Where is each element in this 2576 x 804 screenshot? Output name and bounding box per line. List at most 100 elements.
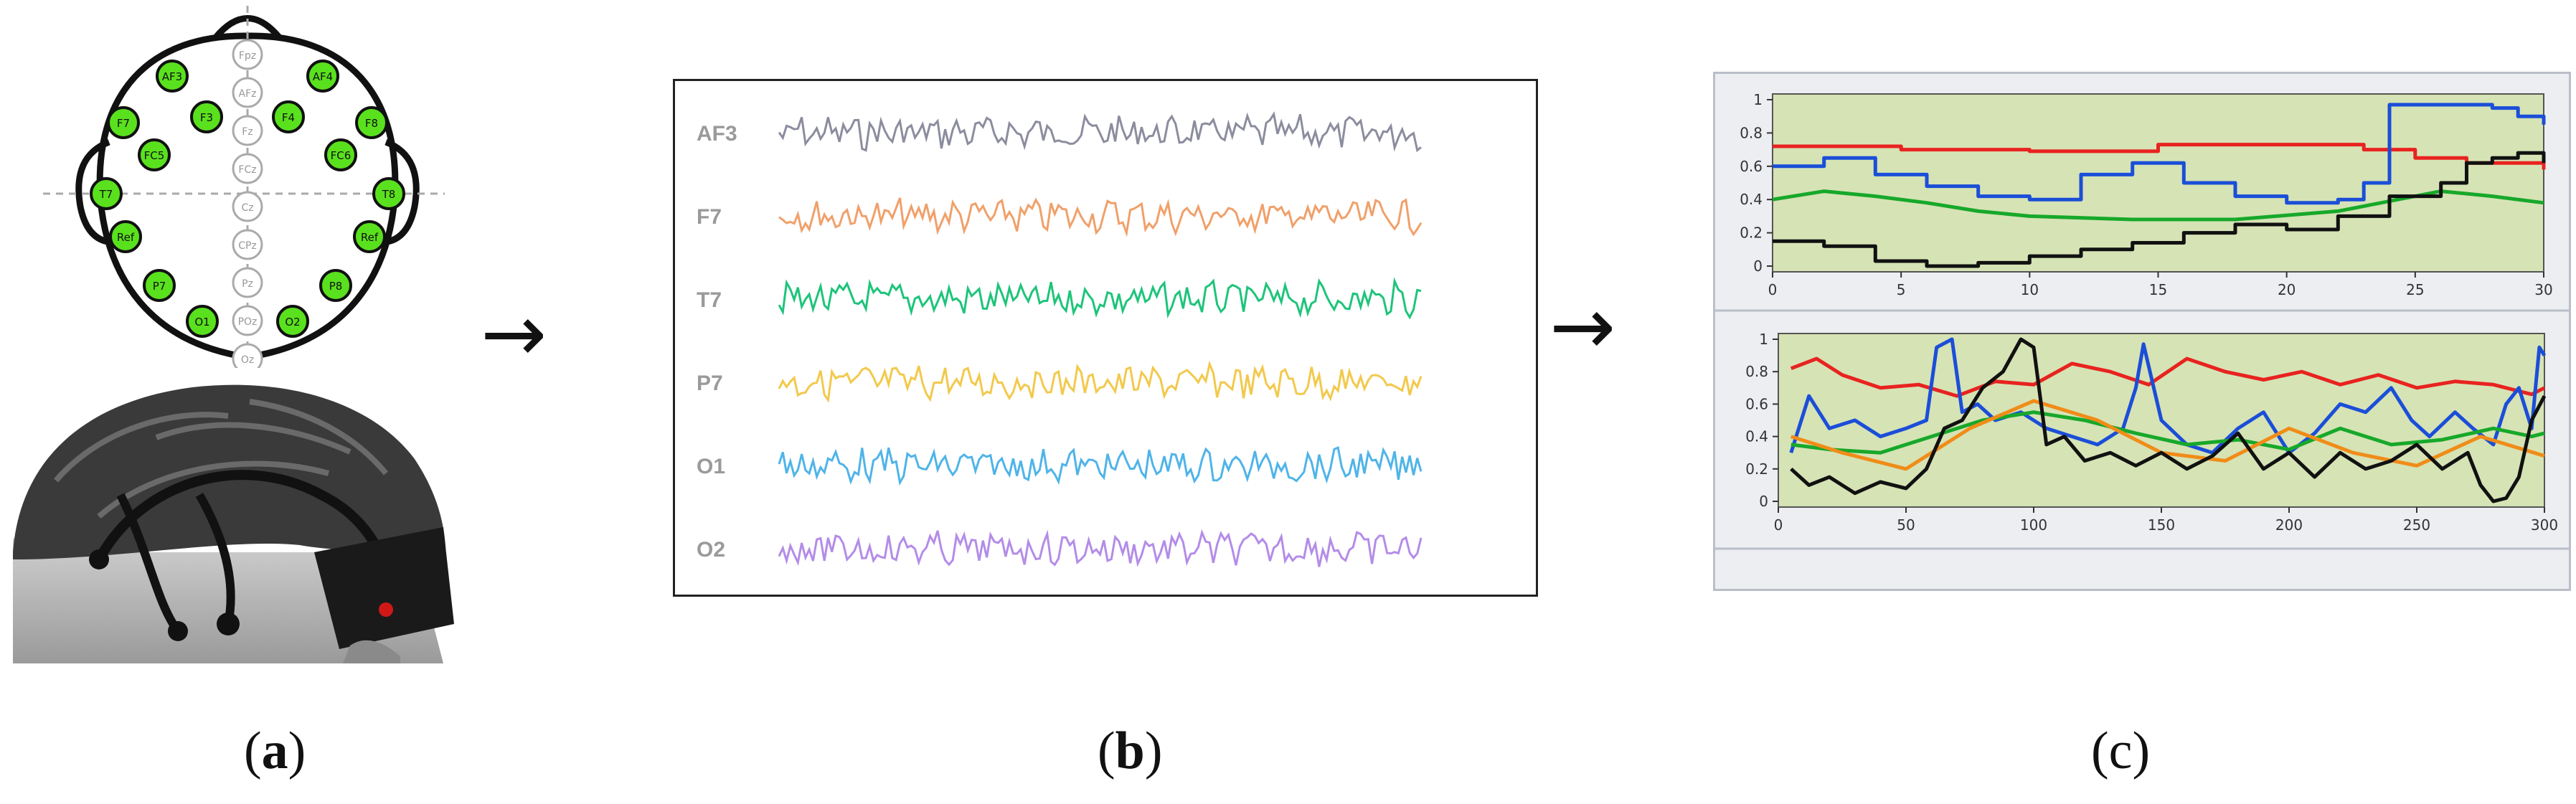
x-tick-label: 100: [2020, 516, 2047, 534]
electrode-cpz: [232, 229, 263, 260]
x-tick-label: 30: [2534, 281, 2552, 298]
electrode-label: F3: [200, 111, 213, 124]
y-tick-label: 0.2: [1740, 224, 1763, 242]
eeg-trace-t7: [778, 277, 1422, 320]
electrode-cz: [232, 191, 263, 222]
series-line: [1773, 151, 2546, 268]
electrode-f7: [107, 106, 140, 139]
electrode-label: CPz: [238, 240, 257, 252]
channel-label: AF3: [697, 122, 737, 146]
electrode-label: Ref: [117, 231, 135, 244]
electrode-head-map: Fpz AFz Fz FCz Cz CPz Pz POz Oz AF3 AF4 F7 F3 F4 F8 FC…: [43, 6, 445, 368]
electrode-p7: [143, 269, 176, 302]
y-tick-label: 0.6: [1745, 395, 1768, 412]
headset-unit: [314, 527, 454, 649]
head-right-ear: [379, 138, 420, 246]
electrode-t7: [90, 177, 123, 210]
electrode-label: Ref: [361, 231, 379, 244]
electrode-o2: [276, 305, 309, 338]
electrode-fc6: [324, 138, 357, 171]
electrode-poz: [232, 305, 263, 336]
electrode-label: AFz: [239, 88, 257, 100]
series-line: [1773, 143, 2546, 170]
x-tick-label: 250: [2403, 516, 2430, 534]
electrode-label: Fpz: [239, 50, 256, 62]
x-tick-label: 15: [2149, 281, 2167, 298]
headset-photo: [13, 384, 454, 663]
electrode-label: FCz: [238, 164, 256, 176]
panel-a: Fpz AFz Fz FCz Cz CPz Pz POz Oz AF3 AF4 F7 F3 F4 F8 FC…: [0, 0, 454, 674]
eeg-traces: AF3 F7 T7 P7 O1 O2: [697, 111, 1423, 567]
x-tick-label: 200: [2275, 516, 2303, 534]
active-electrodes: AF3 AF4 F7 F3 F4 F8 FC5 FC6 T7 T8 Ref Ref P7 P8 O1 O2: [90, 60, 405, 338]
electrode-label: T8: [382, 188, 396, 201]
electrode-label: AF3: [162, 70, 182, 83]
caption-b: (b): [1098, 722, 1163, 780]
y-tick-label: 1: [1759, 331, 1768, 348]
electrode-label: P8: [329, 280, 343, 293]
electrode-label: F4: [282, 111, 295, 124]
electrode-fpz: [232, 39, 263, 70]
electrode-label: F7: [117, 117, 130, 130]
electrode-label: FC5: [144, 149, 165, 162]
head-left-ear: [75, 138, 115, 246]
electrode-fz: [232, 115, 263, 146]
electrode-p8: [319, 269, 352, 302]
series-line: [1789, 337, 2547, 455]
electrode-label: AF4: [313, 70, 333, 83]
eeg-trace-o2: [778, 529, 1423, 567]
electrode-label: T7: [99, 188, 113, 201]
headset-arm: [94, 470, 391, 569]
head-nose: [212, 15, 283, 40]
x-tick-label: 0: [1774, 516, 1783, 534]
caption-a: (a): [244, 722, 306, 780]
channel-label: F7: [697, 205, 722, 229]
series-line: [1790, 356, 2546, 398]
electrode-pz: [232, 267, 263, 298]
eeg-signal-panel: AF3 F7 T7 P7 O1 O2: [673, 79, 1538, 597]
electrode-label: F8: [365, 117, 378, 130]
electrode-fcz: [232, 153, 263, 184]
electrode-t8: [372, 177, 405, 210]
y-tick-label: 0: [1753, 257, 1763, 275]
y-tick-label: 0: [1759, 493, 1768, 510]
x-tick-label: 150: [2148, 516, 2175, 534]
electrode-f3: [190, 100, 223, 133]
series-line: [1790, 337, 2547, 503]
caption-c: (c): [2091, 722, 2151, 780]
electrode-label: Pz: [242, 278, 253, 290]
x-tick-label: 5: [1897, 281, 1906, 298]
x-tick-label: 300: [2531, 516, 2558, 534]
electrode-label: Fz: [242, 126, 253, 138]
series-line: [1791, 410, 2545, 455]
x-tick-label: 10: [2021, 281, 2039, 298]
electrode-label: POz: [238, 316, 258, 328]
channel-label: P7: [697, 372, 723, 395]
feature-charts-window: 0 0.2 0.4 0.6 0.8 1 0 5 10 15 20 25 30 0 0.2 0.4 0.6 0.8 1…: [1713, 72, 2571, 591]
electrode-label: O1: [194, 316, 209, 328]
plot-area: [1772, 93, 2544, 273]
electrode-label: Cz: [241, 202, 253, 214]
x-tick-label: 25: [2406, 281, 2424, 298]
y-tick-label: 0.6: [1740, 158, 1763, 175]
electrode-label: O2: [285, 316, 300, 328]
x-tick-label: 20: [2278, 281, 2296, 298]
midline-electrodes: Fpz AFz Fz FCz Cz CPz Pz POz Oz: [232, 39, 263, 368]
x-tick-label: 0: [1768, 281, 1778, 298]
y-tick-label: 0.2: [1745, 460, 1768, 478]
electrode-ref: [109, 220, 142, 253]
channel-label: T7: [697, 288, 722, 312]
arrow-a-to-b: →: [481, 288, 547, 379]
series-line: [1772, 189, 2544, 222]
eeg-trace-o1: [778, 445, 1423, 486]
eeg-trace-f7: [778, 197, 1423, 237]
electrode-f8: [355, 106, 388, 139]
channel-label: O2: [697, 538, 725, 562]
eeg-trace-af3: [778, 111, 1422, 153]
x-tick-label: 50: [1897, 516, 1915, 534]
electrode-afz: [232, 77, 263, 108]
electrode-label: FC6: [331, 149, 352, 162]
y-tick-label: 0.4: [1745, 428, 1768, 445]
electrode-ref: [353, 220, 386, 253]
electrode-label: Oz: [241, 354, 254, 366]
